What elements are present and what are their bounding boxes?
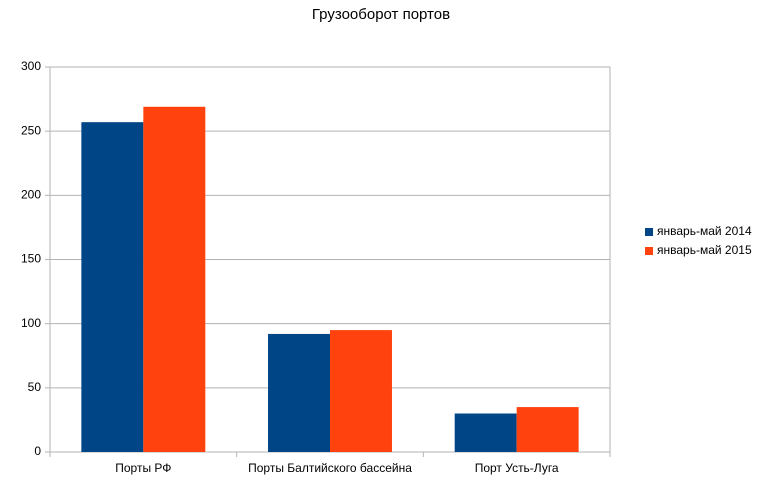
legend-label: январь-май 2014: [657, 224, 752, 238]
bar: [81, 122, 144, 452]
legend-label: январь-май 2015: [657, 243, 752, 257]
x-tick-label: Порты Балтийского бассейна: [248, 461, 412, 475]
x-tick-label: Порт Усть-Луга: [475, 461, 559, 475]
bar: [143, 106, 206, 453]
legend-swatch: [645, 247, 653, 255]
bar: [330, 330, 392, 452]
y-tick-label: 50: [28, 380, 42, 394]
y-tick-label: 300: [21, 59, 41, 73]
bar: [454, 413, 517, 452]
bar: [516, 407, 579, 452]
chart-title: Грузооборот портов: [312, 6, 450, 23]
y-tick-label: 100: [21, 316, 41, 330]
legend-swatch: [645, 228, 653, 236]
y-tick-label: 200: [21, 188, 41, 202]
y-tick-label: 0: [34, 444, 41, 458]
bar: [268, 333, 330, 452]
y-tick-label: 250: [21, 123, 41, 137]
y-tick-label: 150: [21, 252, 41, 266]
x-tick-label: Порты РФ: [115, 461, 171, 475]
